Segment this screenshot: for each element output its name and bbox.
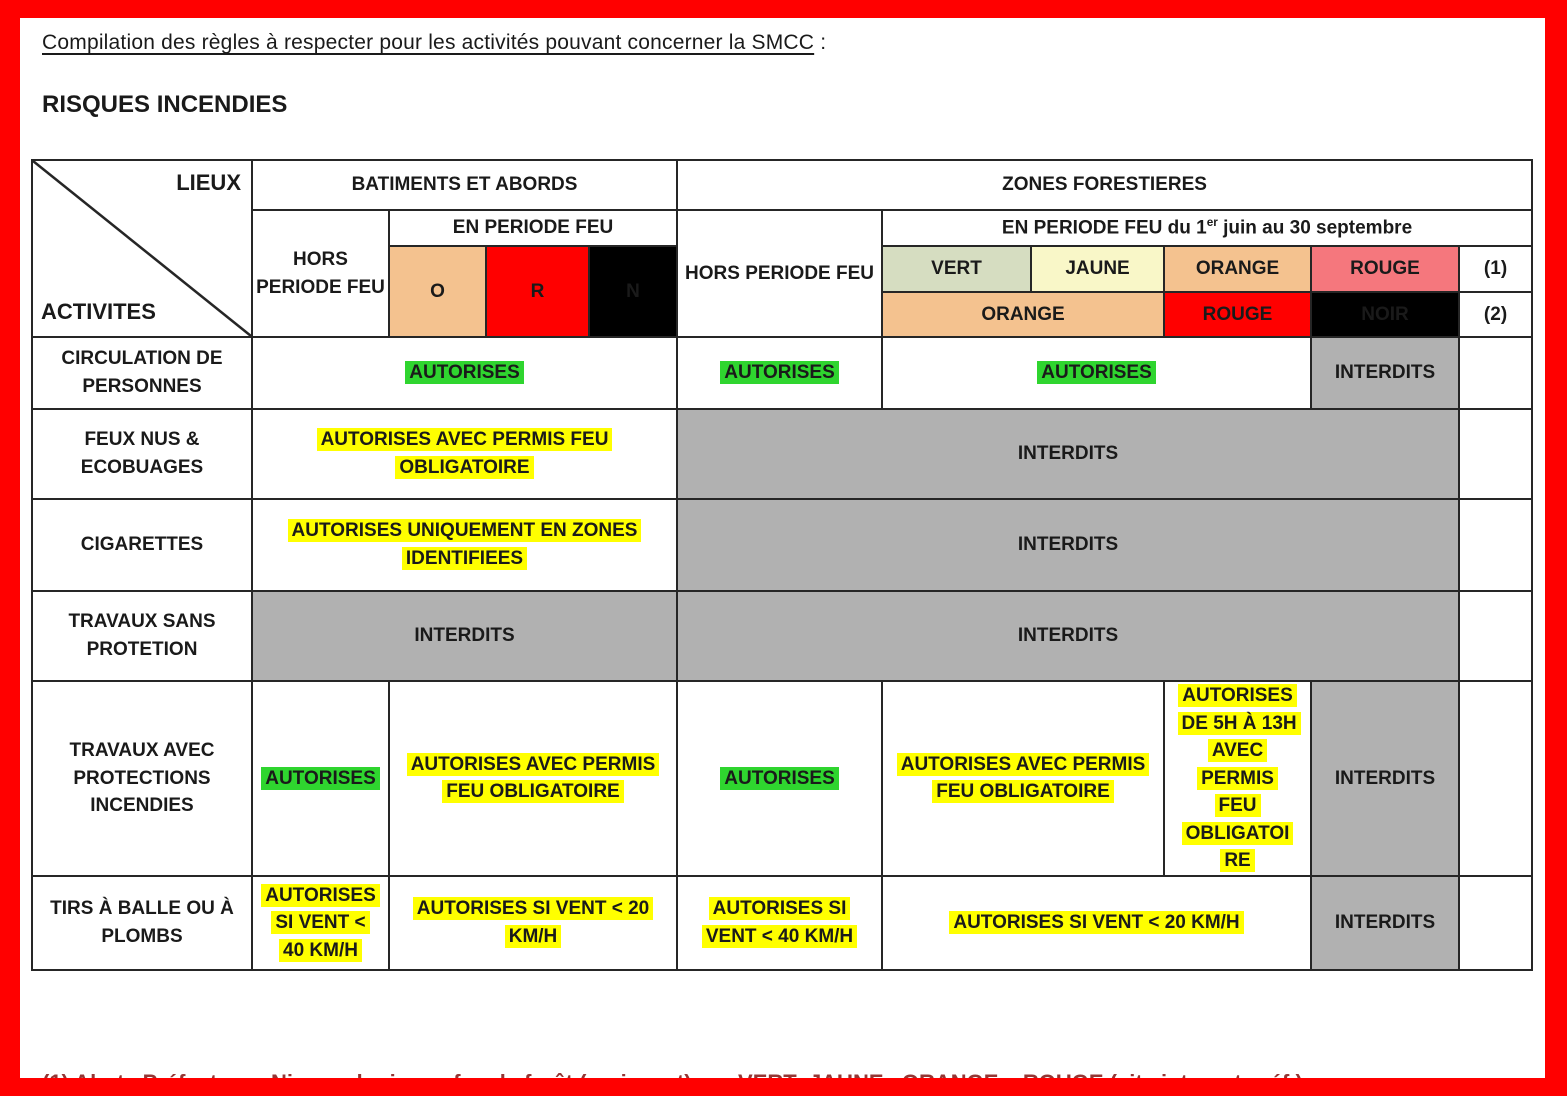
circulation-zones-rouge-cell: INTERDITS	[1310, 336, 1461, 410]
cigarettes-batiments-cell: AUTORISES UNIQUEMENT EN ZONES IDENTIFIEE…	[250, 498, 679, 592]
cigarettes-zones-cell: INTERDITS	[676, 498, 1461, 592]
tirs-zones-vjo-cell: AUTORISES SI VENT < 20 KM/H	[881, 874, 1313, 971]
zones-hors-periode-header: HORS PERIODE FEU	[676, 209, 884, 338]
cigarettes-note-cell	[1458, 498, 1534, 592]
zones-en-periode-text2: juin au 30 septembre	[1217, 217, 1413, 239]
row-label-cigarettes: CIGARETTES	[31, 498, 253, 592]
zones-en-periode-text: EN PERIODE FEU du 1	[1001, 217, 1207, 239]
tirs-batiments-hors-cell: AUTORISES SI VENT < 40 KM/H	[251, 874, 390, 971]
circulation-zones-hors-cell: AUTORISES	[676, 336, 884, 410]
feux-nus-zones-cell: INTERDITS	[676, 408, 1461, 500]
travaux-avec-batiments-hors-value: AUTORISES	[261, 766, 380, 790]
rec-orange-cell: ORANGE	[881, 291, 1166, 338]
travaux-avec-zones-hors-cell: AUTORISES	[676, 680, 884, 877]
zones-group-header: ZONES FORESTIERES	[676, 159, 1534, 211]
zones-en-periode-header: EN PERIODE FEU du 1er juin au 30 septemb…	[881, 209, 1534, 247]
travaux-avec-zones-hors-value: AUTORISES	[720, 766, 839, 790]
travaux-avec-batiments-en-value: AUTORISES AVEC PERMIS FEU OBLIGATOIRE	[406, 752, 660, 804]
tirs-batiments-en-value: AUTORISES SI VENT < 20 KM/H	[412, 897, 654, 948]
tirs-batiments-hors-value: AUTORISES SI VENT < 40 KM/H	[261, 883, 380, 962]
circulation-batiments-cell: AUTORISES	[250, 336, 679, 410]
travaux-avec-batiments-en-cell: AUTORISES AVEC PERMIS FEU OBLIGATOIRE	[387, 680, 679, 877]
doc-title-colon: :	[814, 31, 827, 54]
circulation-zones-hors-value: AUTORISES	[720, 361, 839, 385]
level-n-cell: N	[587, 245, 679, 338]
prefecture-rouge-cell: ROUGE	[1310, 245, 1461, 293]
tirs-zones-hors-value: AUTORISES SI VENT < 40 KM/H	[701, 897, 858, 948]
feux-nus-note-cell	[1458, 408, 1534, 500]
rec-noir-cell: NOIR	[1310, 291, 1461, 338]
batiments-hors-periode-header: HORS PERIODE FEU	[251, 209, 390, 338]
zones-en-periode-sup: er	[1206, 216, 1218, 230]
row-label-travaux-sans: TRAVAUX SANS PROTETION	[31, 590, 253, 682]
travaux-sans-note-cell	[1458, 590, 1534, 682]
prefecture-jaune-cell: JAUNE	[1030, 245, 1166, 293]
tirs-zones-hors-cell: AUTORISES SI VENT < 40 KM/H	[676, 874, 884, 971]
footnote-1-levels: VERT JAUNE ORANGE ROUGE	[720, 1070, 1104, 1078]
tirs-batiments-en-cell: AUTORISES SI VENT < 20 KM/H	[387, 874, 679, 971]
footnote-1-suffix: (site internet préf.)	[1104, 1070, 1303, 1078]
travaux-sans-batiments-cell: INTERDITS	[250, 590, 679, 682]
tirs-zones-vjo-value: AUTORISES SI VENT < 20 KM/H	[949, 911, 1244, 935]
footnote-1-text: (1) Alerte Préfecture : Niveau de risque…	[42, 1070, 698, 1078]
feux-nus-batiments-value: AUTORISES AVEC PERMIS FEU OBLIGATOIRE	[316, 428, 613, 479]
lieux-label: LIEUX	[176, 170, 241, 195]
corner-cell: LIEUX ACTIVITES	[31, 159, 253, 338]
rec-rouge-cell: ROUGE	[1163, 291, 1313, 338]
doc-title-text: Compilation des règles à respecter pour …	[42, 31, 815, 54]
document-page: Compilation des règles à respecter pour …	[20, 18, 1545, 1078]
feux-nus-batiments-cell: AUTORISES AVEC PERMIS FEU OBLIGATOIRE	[250, 408, 679, 500]
cigarettes-batiments-value: AUTORISES UNIQUEMENT EN ZONES IDENTIFIEE…	[287, 519, 642, 570]
footnote-1: (1) Alerte Préfecture : Niveau de risque…	[42, 1067, 1545, 1078]
prefecture-orange-cell: ORANGE	[1163, 245, 1313, 293]
circulation-note-cell	[1458, 336, 1534, 410]
doc-heading: RISQUES INCENDIES	[42, 91, 288, 118]
circulation-batiments-value: AUTORISES	[405, 361, 524, 385]
tirs-zones-rouge-cell: INTERDITS	[1310, 874, 1461, 971]
circulation-zones-vjo-value: AUTORISES	[1037, 361, 1156, 385]
batiments-group-header: BATIMENTS ET ABORDS	[250, 159, 679, 211]
circulation-zones-vjo-cell: AUTORISES	[881, 336, 1313, 410]
travaux-avec-zones-vj-cell: AUTORISES AVEC PERMIS FEU OBLIGATOIRE	[881, 680, 1166, 877]
row-label-circulation: CIRCULATION DE PERSONNES	[31, 336, 253, 410]
travaux-sans-zones-cell: INTERDITS	[676, 590, 1461, 682]
travaux-avec-zones-rouge-cell: INTERDITS	[1310, 680, 1461, 877]
fire-rules-table: LIEUX ACTIVITES BATIMENTS ET ABORDS ZONE…	[31, 159, 1534, 971]
travaux-avec-zones-orange-cell: AUTORISES DE 5H À 13H AVEC PERMIS FEU OB…	[1163, 680, 1313, 877]
doc-title: Compilation des règles à respecter pour …	[42, 31, 1545, 55]
footnotes: (1) Alerte Préfecture : Niveau de risque…	[42, 1003, 1545, 1078]
row-label-tirs: TIRS À BALLE OU À PLOMBS	[31, 874, 253, 971]
travaux-avec-note-cell	[1458, 680, 1534, 877]
activites-label: ACTIVITES	[41, 299, 156, 325]
row-label-travaux-avec: TRAVAUX AVEC PROTECTIONS INCENDIES	[31, 680, 253, 877]
note1-ref-cell: (1)	[1458, 245, 1534, 293]
batiments-en-periode-header: EN PERIODE FEU	[387, 209, 679, 247]
footnote-1-arrow: →	[698, 1070, 720, 1078]
travaux-avec-batiments-hors-cell: AUTORISES	[251, 680, 390, 877]
prefecture-vert-cell: VERT	[881, 245, 1033, 293]
note2-ref-cell: (2)	[1458, 291, 1534, 338]
diagonal-line	[33, 161, 251, 336]
tirs-note-cell	[1458, 874, 1534, 971]
level-r-cell: R	[485, 245, 590, 338]
level-o-cell: O	[388, 245, 487, 338]
travaux-avec-zones-vj-value: AUTORISES AVEC PERMIS FEU OBLIGATOIRE	[896, 752, 1150, 804]
travaux-avec-zones-orange-value: AUTORISES DE 5H À 13H AVEC PERMIS FEU OB…	[1177, 684, 1301, 873]
row-label-feux-nus: FEUX NUS & ECOBUAGES	[31, 408, 253, 500]
